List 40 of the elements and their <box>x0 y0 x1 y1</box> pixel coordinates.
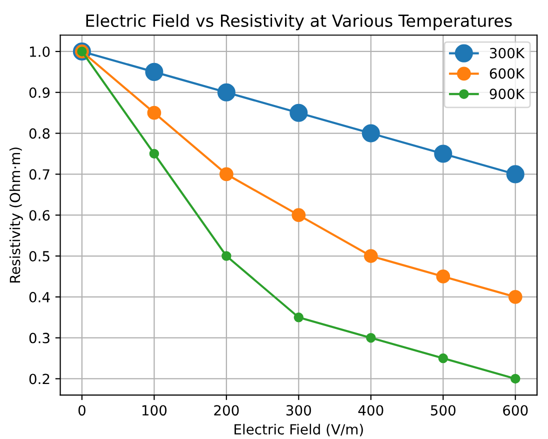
point <box>506 165 524 184</box>
x-tick-label: 500 <box>430 405 456 416</box>
point <box>145 62 164 81</box>
legend-label: 900K <box>490 88 525 100</box>
point <box>362 124 380 142</box>
chart-title: Electric Field vs Resistivity at Various Temperatures <box>86 14 512 30</box>
legend-label: 300K <box>490 48 525 58</box>
y-tick-label: 0.5 <box>29 250 50 262</box>
y-tick-label: 0.2 <box>29 374 50 384</box>
y-tick-label: 0.9 <box>29 87 50 98</box>
x-axis-title: Electric Field (V/m) <box>234 424 363 436</box>
y-tick-label: 1.0 <box>30 46 50 57</box>
x-tick-label: 100 <box>142 405 167 416</box>
point <box>364 249 378 263</box>
x-tick-label: 300 <box>286 405 311 416</box>
point <box>149 148 160 159</box>
point <box>438 353 448 364</box>
y-tick-label: 0.3 <box>29 332 50 344</box>
point <box>147 106 162 120</box>
y-tick-label: 0.8 <box>29 128 50 139</box>
point <box>510 374 520 384</box>
point <box>217 83 236 102</box>
point <box>508 290 522 304</box>
point <box>366 332 376 343</box>
point <box>434 144 452 163</box>
y-axis-title: Resistivity (Ohm·m) <box>9 148 23 282</box>
point <box>292 208 306 222</box>
x-tick-label: 600 <box>503 405 528 416</box>
y-tick-label: 0.6 <box>29 210 50 221</box>
y-tick-label: 0.7 <box>29 169 50 180</box>
x-tick-label: 200 <box>214 405 239 416</box>
x-tick-label: 0 <box>78 405 86 416</box>
point <box>219 167 234 182</box>
point <box>222 251 232 261</box>
point <box>436 270 450 284</box>
point <box>294 312 304 322</box>
legend-label: 600K <box>490 68 525 79</box>
x-tick-label: 400 <box>358 405 384 416</box>
y-tick-label: 0.4 <box>29 292 50 302</box>
point <box>290 104 308 122</box>
